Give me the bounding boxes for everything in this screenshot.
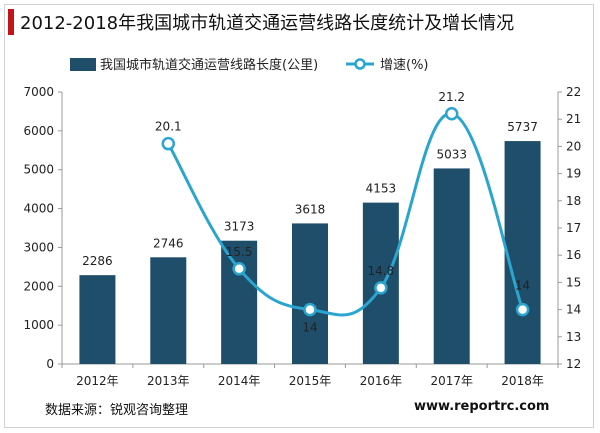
- y-right-tick-label: 12: [566, 357, 581, 371]
- chart-title-bar: 2012-2018年我国城市轨道交通运营线路长度统计及增长情况: [8, 9, 588, 35]
- axes: 0 1000 2000 3000 4000 5000 6000 7000 12 13 14 15 16 1…: [23, 85, 581, 388]
- y-left-tick-label: 0: [46, 357, 54, 371]
- bar: [221, 240, 258, 364]
- y-right-tick-label: 13: [566, 330, 581, 344]
- bar-value-label: 5737: [507, 120, 538, 134]
- bar: [150, 257, 187, 364]
- y-left-tick-label: 7000: [23, 85, 54, 99]
- y-right-tick-label: 17: [566, 221, 581, 235]
- line-series: 20.1 15.5 14 14.8 21.2 14: [155, 90, 530, 335]
- growth-point: [444, 107, 459, 121]
- y-right-tick-label: 14: [566, 303, 581, 317]
- legend-bar-swatch: [70, 58, 96, 71]
- y-left-tick-label: 3000: [23, 240, 54, 254]
- y-right-tick-label: 20: [566, 139, 581, 153]
- growth-point: [303, 302, 317, 317]
- growth-value-label: 14: [302, 321, 317, 335]
- x-tick-label: 2012年: [76, 374, 119, 388]
- y-left-tick-label: 2000: [23, 279, 54, 293]
- bar-value-label: 3618: [295, 202, 326, 216]
- source-note: 数据来源：锐观咨询整理: [45, 403, 189, 418]
- y-right-tick-label: 21: [566, 112, 581, 126]
- x-tick-label: 2015年: [289, 374, 332, 388]
- title-accent-mark: [8, 9, 14, 35]
- x-tick-label: 2014年: [218, 374, 261, 388]
- growth-value-label: 14.8: [367, 264, 394, 278]
- y-left-tick-label: 5000: [23, 163, 54, 177]
- chart-title: 2012-2018年我国城市轨道交通运营线路长度统计及增长情况: [20, 13, 515, 34]
- bar: [504, 141, 541, 364]
- x-tick-label: 2016年: [360, 374, 403, 388]
- bar: [292, 223, 328, 364]
- y-right-tick-label: 18: [566, 194, 581, 208]
- bar-value-label: 4153: [366, 182, 397, 196]
- y-left-tick-label: 1000: [23, 318, 54, 332]
- growth-value-label: 20.1: [155, 120, 182, 134]
- x-tick-label: 2013年: [147, 374, 190, 388]
- legend-line-label: 增速(%): [380, 58, 429, 73]
- y-left-tick-label: 4000: [23, 202, 54, 216]
- bar-value-label: 3173: [224, 220, 255, 234]
- growth-point: [374, 281, 388, 295]
- growth-value-label: 21.2: [438, 90, 465, 104]
- legend: 我国城市轨道交通运营线路长度(公里) 增速(%): [70, 57, 429, 73]
- growth-line-path: [166, 112, 524, 317]
- growth-point: [515, 302, 530, 317]
- growth-point: [161, 136, 176, 151]
- y-left-tick-label: 6000: [23, 124, 54, 138]
- bar-value-label: 5033: [436, 147, 467, 161]
- x-tick-label: 2017年: [430, 374, 473, 388]
- y-right-tick-label: 15: [566, 275, 581, 289]
- bar: [433, 168, 470, 364]
- growth-value-label: 15.5: [226, 245, 253, 259]
- bar-value-label: 2746: [153, 236, 184, 250]
- legend-bar-label: 我国城市轨道交通运营线路长度(公里): [100, 57, 318, 73]
- x-tick-label: 2018年: [501, 374, 544, 388]
- bar-series: 2286 2746 3173 3618 4153 5033 5737: [79, 120, 541, 364]
- legend-line-marker: [354, 58, 366, 70]
- y-right-tick-label: 16: [566, 248, 581, 262]
- bar: [79, 275, 116, 364]
- growth-value-label: 14: [515, 279, 530, 293]
- y-right-tick-label: 19: [566, 167, 581, 181]
- site-url: www.reportrc.com: [414, 399, 550, 414]
- y-right-tick-label: 22: [566, 85, 581, 99]
- bar-value-label: 2286: [82, 254, 113, 268]
- growth-point: [232, 262, 246, 276]
